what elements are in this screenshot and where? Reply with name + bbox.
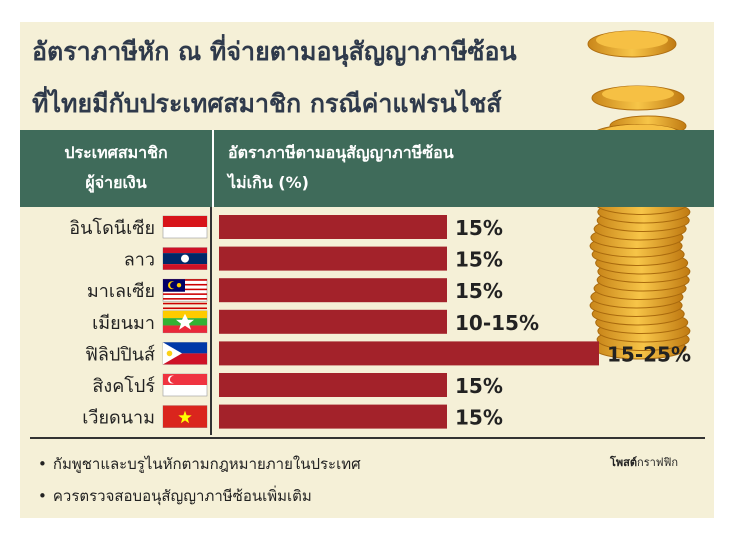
bar-value-label: 15% — [455, 216, 503, 240]
myanmar-flag — [162, 310, 208, 334]
bar — [219, 373, 447, 397]
note-2: • ควรตรวจสอบอนุสัญญาภาษีซ้อนเพิ่มเติม — [38, 484, 312, 508]
chart-axis-line — [210, 207, 212, 435]
header-rate-line-2: ไม่เกิน (%) — [228, 173, 309, 192]
bar-value-label: 15-25% — [607, 342, 691, 366]
country-label: เวียดนาม — [82, 408, 155, 429]
credit: โพสต์กราฟฟิก — [610, 453, 678, 471]
title-line-2: ที่ไทยมีกับประเทศสมาชิก กรณีค่าแฟรนไชส์ — [32, 89, 502, 118]
bar — [219, 215, 447, 239]
bar — [219, 278, 447, 303]
title-line-1: อัตราภาษีหัก ณ ที่จ่ายตามอนุสัญญาภาษีซ้อ… — [32, 37, 517, 66]
bar — [219, 309, 447, 334]
notes-separator — [30, 437, 705, 439]
country-label: ฟิลิปปินส์ — [85, 344, 155, 365]
bar-value-label: 10-15% — [455, 311, 539, 335]
philippines-flag — [162, 342, 208, 365]
country-label: อินโดนีเซีย — [69, 217, 155, 239]
credit-rest: กราฟฟิก — [637, 456, 679, 469]
indonesia-flag — [162, 215, 208, 239]
credit-bold: โพสต์ — [610, 456, 638, 469]
country-label: เมียนมา — [92, 313, 155, 334]
laos-flag — [162, 247, 208, 270]
bar-value-label: 15% — [455, 248, 503, 272]
note-1: • กัมพูชาและบรูไนหักตามกฎหมายภายในประเทศ — [38, 452, 361, 476]
header-column-country: ประเทศสมาชิก ผู้จ่ายเงิน — [20, 130, 212, 207]
bar-value-label: 15% — [455, 406, 503, 430]
bullet-icon: • — [38, 487, 47, 505]
header-column-rate: อัตราภาษีตามอนุสัญญาภาษีซ้อน ไม่เกิน (%) — [228, 130, 608, 207]
country-label: มาเลเซีย — [87, 281, 155, 302]
header-rate-line-1: อัตราภาษีตามอนุสัญญาภาษีซ้อน — [228, 143, 454, 162]
bar-value-label: 15% — [455, 279, 503, 303]
note-2-text: ควรตรวจสอบอนุสัญญาภาษีซ้อนเพิ่มเติม — [52, 487, 312, 505]
bar — [219, 404, 447, 429]
header-country-line-2: ผู้จ่ายเงิน — [85, 173, 147, 192]
note-1-text: กัมพูชาและบรูไนหักตามกฎหมายภายในประเทศ — [52, 455, 361, 473]
table-header: ประเทศสมาชิก ผู้จ่ายเงิน อัตราภาษีตามอนุ… — [20, 130, 714, 207]
bar — [219, 246, 447, 271]
bar-value-label: 15% — [455, 374, 503, 398]
singapore-flag — [162, 373, 208, 397]
bullet-icon: • — [38, 455, 47, 473]
country-label: สิงคโปร์ — [92, 375, 155, 397]
header-divider — [212, 130, 214, 207]
header-country-line-1: ประเทศสมาชิก — [64, 143, 168, 162]
country-label: ลาว — [124, 250, 155, 271]
falling-coins — [587, 30, 687, 137]
vietnam-flag — [162, 405, 208, 428]
bar — [219, 341, 599, 366]
malaysia-flag — [162, 278, 208, 310]
